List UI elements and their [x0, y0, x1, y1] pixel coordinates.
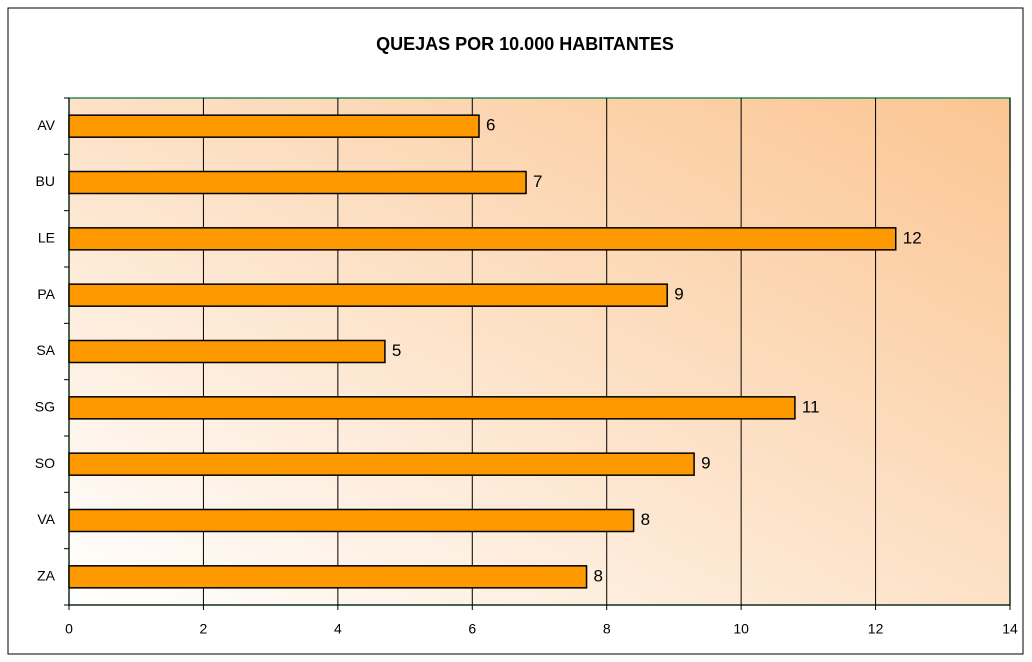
- y-tick-label: ZA: [37, 568, 56, 584]
- x-tick-label: 14: [1002, 621, 1018, 637]
- bar: [68, 452, 695, 476]
- data-label: 8: [594, 566, 603, 585]
- data-label: 5: [392, 341, 401, 360]
- data-label: 7: [533, 172, 542, 191]
- bar: [68, 396, 796, 420]
- data-label: 8: [641, 510, 650, 529]
- x-tick-label: 8: [603, 621, 611, 637]
- data-label: 11: [802, 397, 820, 416]
- y-tick-label: AV: [37, 117, 55, 133]
- y-tick-label: BU: [36, 173, 55, 189]
- bar: [68, 283, 668, 307]
- bar: [68, 170, 527, 195]
- y-tick-label: VA: [37, 511, 55, 527]
- bar: [68, 565, 588, 589]
- x-tick-label: 4: [334, 621, 342, 637]
- bar: [68, 339, 386, 364]
- chart-title: QUEJAS POR 10.000 HABITANTES: [376, 34, 674, 54]
- data-label: 12: [903, 228, 922, 247]
- bar: [68, 114, 480, 138]
- y-tick-label: SA: [36, 342, 55, 358]
- data-label: 9: [674, 285, 683, 304]
- y-tick-label: SO: [35, 455, 55, 471]
- data-label: 6: [486, 116, 495, 135]
- x-tick-label: 6: [468, 621, 476, 637]
- bar: [68, 227, 897, 251]
- x-tick-label: 12: [868, 621, 884, 637]
- y-tick-label: SG: [35, 399, 55, 415]
- y-tick-label: LE: [38, 230, 55, 246]
- x-tick-label: 0: [65, 621, 73, 637]
- y-tick-label: PA: [37, 286, 55, 302]
- data-label: 9: [701, 454, 710, 473]
- x-tick-label: 10: [733, 621, 749, 637]
- bar: [68, 508, 635, 533]
- x-tick-label: 2: [200, 621, 208, 637]
